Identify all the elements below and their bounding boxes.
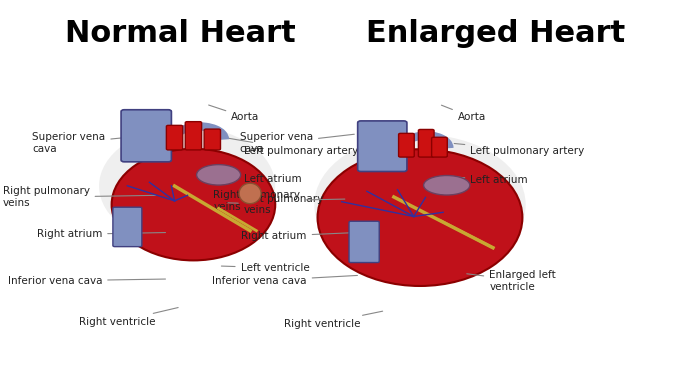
Text: Left atrium: Left atrium [454, 176, 528, 185]
Text: Left pulmonary
veins: Left pulmonary veins [228, 194, 323, 215]
Text: Aorta: Aorta [209, 105, 260, 122]
Text: Aorta: Aorta [442, 105, 486, 122]
Text: Right ventricle: Right ventricle [284, 311, 383, 328]
FancyBboxPatch shape [432, 137, 447, 157]
FancyBboxPatch shape [167, 125, 183, 150]
FancyBboxPatch shape [419, 129, 434, 157]
FancyBboxPatch shape [186, 122, 202, 150]
Text: Left pulmonary artery: Left pulmonary artery [228, 138, 358, 155]
Text: Right ventricle: Right ventricle [79, 308, 178, 327]
Ellipse shape [318, 149, 522, 286]
Text: Left ventricle: Left ventricle [221, 263, 309, 273]
FancyBboxPatch shape [113, 207, 142, 247]
Text: Enlarged Heart: Enlarged Heart [366, 19, 625, 48]
Text: Normal Heart: Normal Heart [66, 19, 296, 48]
FancyBboxPatch shape [121, 110, 172, 162]
Ellipse shape [197, 165, 241, 185]
Ellipse shape [424, 176, 470, 195]
Text: Right atrium: Right atrium [241, 231, 354, 241]
Text: Superior vena
cava: Superior vena cava [240, 132, 354, 154]
Text: Superior vena
cava: Superior vena cava [32, 132, 159, 154]
Ellipse shape [111, 149, 275, 260]
FancyBboxPatch shape [349, 221, 379, 263]
Text: Enlarged left
ventricle: Enlarged left ventricle [467, 270, 556, 292]
Text: Inferior vena cava: Inferior vena cava [8, 276, 165, 286]
Text: Left atrium: Left atrium [228, 173, 302, 183]
Ellipse shape [99, 126, 275, 246]
FancyBboxPatch shape [358, 121, 407, 171]
Text: Right pulmonary
veins: Right pulmonary veins [3, 186, 156, 208]
Text: Right pulmonary
veins: Right pulmonary veins [214, 190, 345, 212]
Ellipse shape [314, 134, 526, 275]
Text: Right atrium: Right atrium [37, 230, 165, 239]
Ellipse shape [239, 183, 261, 204]
FancyBboxPatch shape [398, 134, 414, 157]
FancyBboxPatch shape [204, 129, 220, 150]
Text: Inferior vena cava: Inferior vena cava [212, 275, 358, 286]
Text: Left pulmonary artery: Left pulmonary artery [454, 144, 584, 155]
